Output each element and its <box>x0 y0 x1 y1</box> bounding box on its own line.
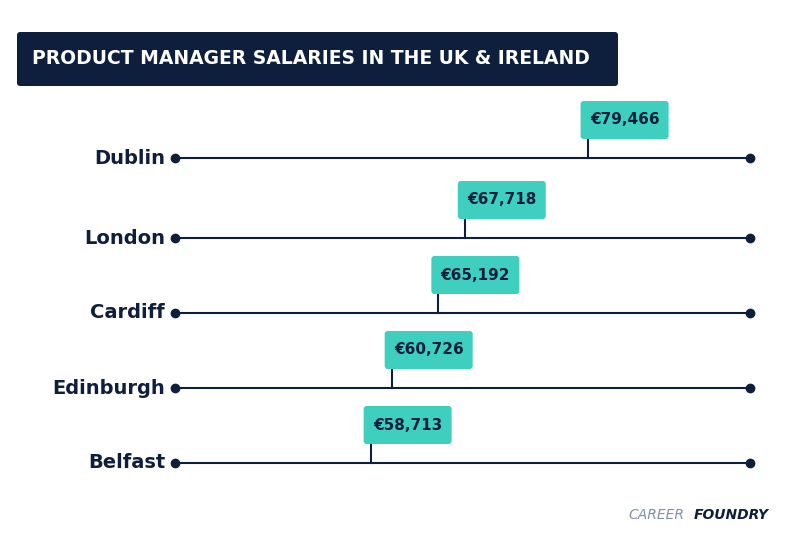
FancyBboxPatch shape <box>17 32 618 86</box>
Text: €58,713: €58,713 <box>373 418 442 433</box>
Text: Belfast: Belfast <box>88 453 165 472</box>
Text: CAREER: CAREER <box>628 508 684 522</box>
Text: Dublin: Dublin <box>94 148 165 167</box>
FancyBboxPatch shape <box>458 181 546 219</box>
Text: €65,192: €65,192 <box>441 268 510 282</box>
Polygon shape <box>465 216 474 217</box>
Polygon shape <box>587 136 598 137</box>
Text: €67,718: €67,718 <box>467 193 537 207</box>
FancyBboxPatch shape <box>431 256 519 294</box>
Text: Edinburgh: Edinburgh <box>52 378 165 397</box>
FancyBboxPatch shape <box>581 101 669 139</box>
Polygon shape <box>370 441 381 442</box>
FancyBboxPatch shape <box>364 406 452 444</box>
Polygon shape <box>392 366 402 367</box>
Text: €79,466: €79,466 <box>590 112 659 128</box>
Text: Cardiff: Cardiff <box>90 304 165 323</box>
FancyBboxPatch shape <box>385 331 473 369</box>
Polygon shape <box>438 291 448 292</box>
Text: London: London <box>84 229 165 248</box>
Text: FOUNDRY: FOUNDRY <box>694 508 769 522</box>
Text: €60,726: €60,726 <box>394 343 463 357</box>
Text: PRODUCT MANAGER SALARIES IN THE UK & IRELAND: PRODUCT MANAGER SALARIES IN THE UK & IRE… <box>32 49 590 68</box>
